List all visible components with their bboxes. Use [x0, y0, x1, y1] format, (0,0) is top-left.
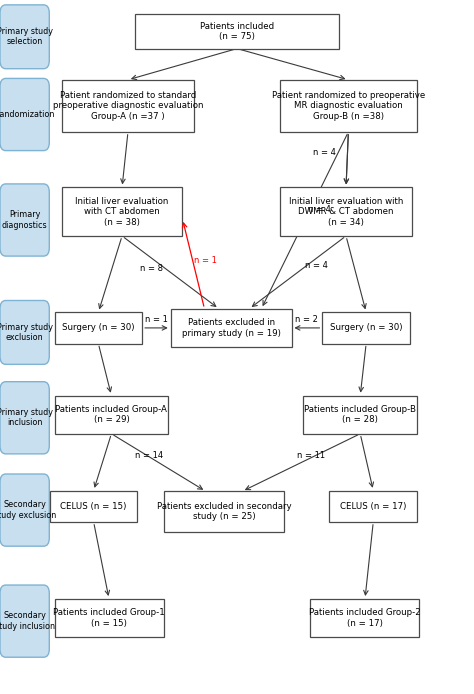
- FancyBboxPatch shape: [62, 80, 194, 132]
- FancyBboxPatch shape: [50, 491, 137, 522]
- Text: n = 4: n = 4: [313, 149, 336, 157]
- Text: n = 1: n = 1: [194, 256, 217, 265]
- FancyBboxPatch shape: [171, 309, 292, 347]
- FancyBboxPatch shape: [55, 599, 164, 637]
- FancyBboxPatch shape: [280, 187, 412, 236]
- Text: Patients included Group-A
(n = 29): Patients included Group-A (n = 29): [55, 405, 167, 424]
- FancyBboxPatch shape: [0, 382, 49, 454]
- Text: CELUS (n = 17): CELUS (n = 17): [340, 502, 407, 511]
- Text: Initial liver evaluation with
DWMR & CT abdomen
(n = 34): Initial liver evaluation with DWMR & CT …: [289, 197, 403, 226]
- FancyBboxPatch shape: [62, 187, 182, 236]
- FancyBboxPatch shape: [310, 599, 419, 637]
- Text: Surgery (n = 30): Surgery (n = 30): [62, 323, 135, 332]
- FancyBboxPatch shape: [55, 312, 142, 344]
- Text: Patients excluded in
primary study (n = 19): Patients excluded in primary study (n = …: [182, 319, 281, 337]
- FancyBboxPatch shape: [135, 14, 339, 49]
- Text: Primary study
inclusion: Primary study inclusion: [0, 408, 53, 428]
- Text: Patients included Group-1
(n = 15): Patients included Group-1 (n = 15): [53, 609, 165, 627]
- Text: n = 4: n = 4: [305, 261, 328, 270]
- Text: Primary
diagnostics: Primary diagnostics: [2, 210, 47, 230]
- FancyBboxPatch shape: [280, 80, 417, 132]
- Text: Patients included
(n = 75): Patients included (n = 75): [200, 22, 274, 41]
- Text: Randomization: Randomization: [0, 110, 55, 119]
- Text: Primary study
selection: Primary study selection: [0, 27, 53, 46]
- Text: CELUS (n = 15): CELUS (n = 15): [60, 502, 127, 511]
- Text: n = 11: n = 11: [297, 451, 325, 460]
- FancyBboxPatch shape: [0, 301, 49, 364]
- Text: Patients included Group-2
(n = 17): Patients included Group-2 (n = 17): [309, 609, 421, 627]
- Text: Secondary
study exclusion: Secondary study exclusion: [0, 500, 56, 520]
- Text: Patient randomized to preoperative
MR diagnostic evaluation
Group-B (n =38): Patient randomized to preoperative MR di…: [272, 91, 425, 121]
- Text: Primary study
exclusion: Primary study exclusion: [0, 323, 53, 342]
- FancyBboxPatch shape: [0, 5, 49, 69]
- Text: n = 14: n = 14: [135, 451, 163, 460]
- FancyBboxPatch shape: [164, 491, 284, 532]
- Text: Secondary
study inclusion: Secondary study inclusion: [0, 611, 55, 631]
- Text: n = 2: n = 2: [295, 315, 319, 324]
- FancyBboxPatch shape: [55, 396, 168, 434]
- FancyBboxPatch shape: [0, 78, 49, 151]
- FancyBboxPatch shape: [0, 474, 49, 546]
- FancyBboxPatch shape: [0, 184, 49, 256]
- FancyBboxPatch shape: [303, 396, 417, 434]
- FancyBboxPatch shape: [329, 491, 417, 522]
- Text: n = 4: n = 4: [308, 205, 330, 214]
- Text: Patients excluded in secondary
study (n = 25): Patients excluded in secondary study (n …: [156, 502, 292, 521]
- Text: n = 8: n = 8: [140, 264, 163, 273]
- Text: Surgery (n = 30): Surgery (n = 30): [330, 323, 402, 332]
- FancyBboxPatch shape: [322, 312, 410, 344]
- Text: n = 1: n = 1: [145, 315, 168, 324]
- FancyBboxPatch shape: [0, 585, 49, 657]
- Text: Patient randomized to standard
preoperative diagnostic evaluation
Group-A (n =37: Patient randomized to standard preoperat…: [53, 91, 203, 121]
- Text: Initial liver evaluation
with CT abdomen
(n = 38): Initial liver evaluation with CT abdomen…: [75, 197, 169, 226]
- Text: Patients included Group-B
(n = 28): Patients included Group-B (n = 28): [304, 405, 416, 424]
